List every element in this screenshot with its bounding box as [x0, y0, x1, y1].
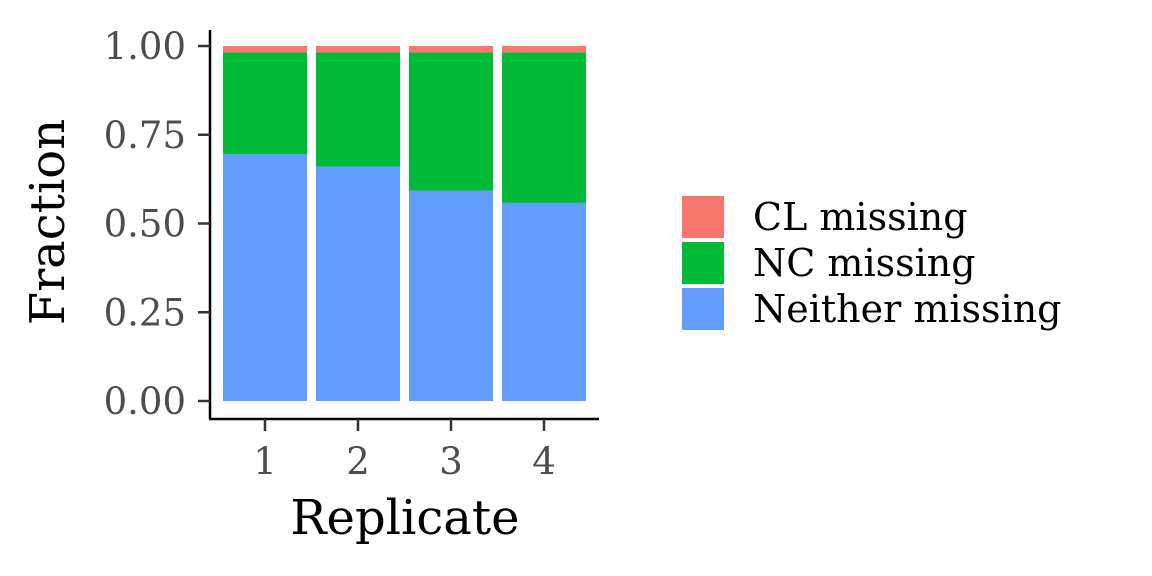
x-tick-label: 1: [253, 440, 277, 483]
y-tick-label: 0.00: [104, 380, 186, 423]
bar-segment-cl-missing-1: [223, 46, 307, 53]
x-axis-ticks: 1 2 3 4: [253, 419, 556, 483]
bar-segment-neither-missing-4: [502, 202, 586, 401]
bar-segment-nc-missing-1: [223, 52, 307, 155]
bar-segment-cl-missing-3: [409, 46, 493, 53]
bar-segment-neither-missing-1: [223, 154, 307, 401]
bar-segment-neither-missing-3: [409, 190, 493, 401]
y-tick-label: 0.25: [104, 291, 186, 334]
legend-key-neither-missing: [682, 288, 724, 330]
y-axis-ticks: 0.00 0.25 0.50 0.75 1.00: [104, 25, 210, 423]
legend-label-neither-missing: Neither missing: [753, 287, 1062, 331]
x-axis-title: Replicate: [290, 490, 519, 546]
y-axis-title: Fraction: [20, 119, 76, 325]
legend-label-cl-missing: CL missing: [753, 195, 968, 239]
bar-segment-nc-missing-3: [409, 52, 493, 191]
bar-segment-nc-missing-4: [502, 52, 586, 203]
y-tick-label: 0.50: [104, 203, 186, 246]
x-tick-label: 3: [439, 440, 463, 483]
legend-key-cl-missing: [682, 196, 724, 238]
bar-segment-cl-missing-2: [316, 46, 400, 53]
y-tick-label: 1.00: [104, 25, 186, 68]
y-tick-label: 0.75: [104, 114, 186, 157]
bar-segment-cl-missing-4: [502, 46, 586, 53]
bar-segment-nc-missing-2: [316, 52, 400, 167]
bar-group: [223, 46, 586, 401]
legend-label-nc-missing: NC missing: [753, 241, 976, 285]
x-tick-label: 4: [532, 440, 556, 483]
legend-key-nc-missing: [682, 242, 724, 284]
bar-segment-neither-missing-2: [316, 166, 400, 401]
x-tick-label: 2: [346, 440, 370, 483]
